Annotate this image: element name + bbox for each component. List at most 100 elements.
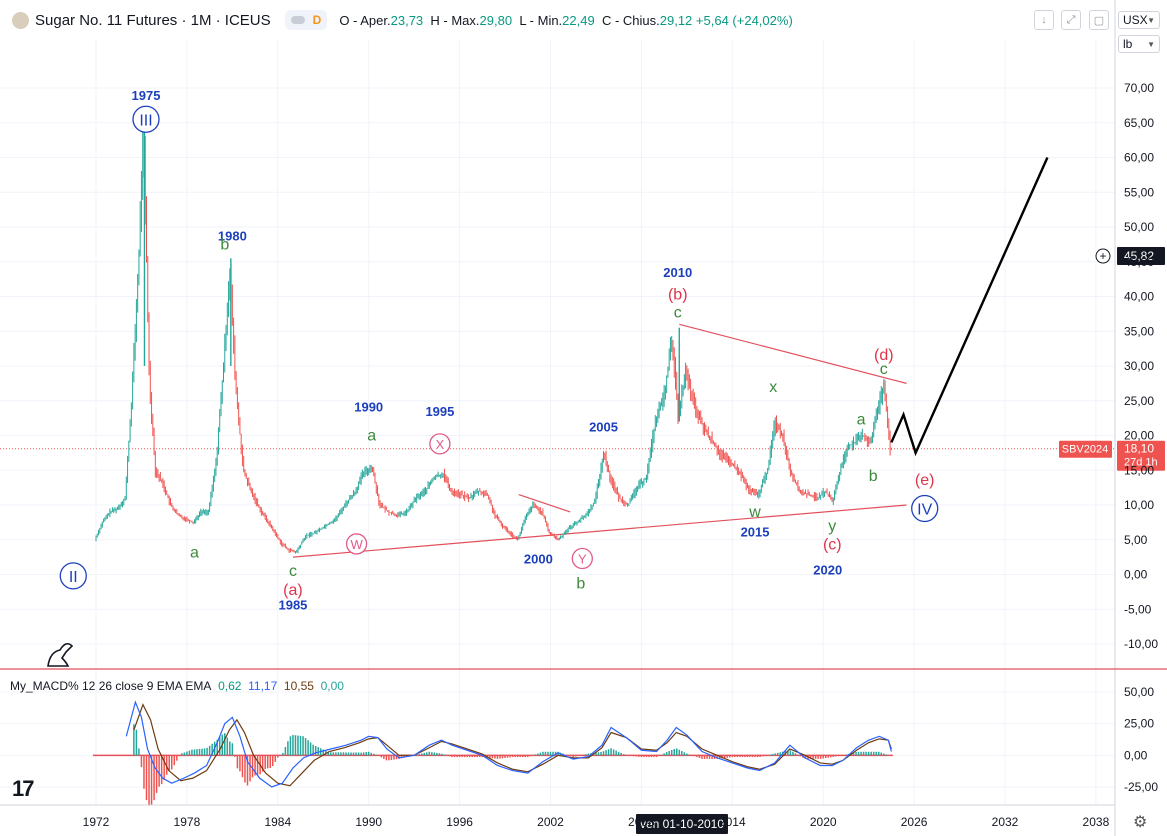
y-tick-label: 50,00 — [1124, 220, 1154, 234]
symbol-price-badge-text: SBV2024 — [1062, 444, 1108, 456]
add-alert-icon[interactable] — [1095, 248, 1111, 264]
year-label[interactable]: 2010 — [663, 265, 692, 280]
wave-label[interactable]: Y — [578, 552, 587, 567]
symbol-logo-icon — [12, 11, 29, 29]
chart-header: Sugar No. 11 Futures · 1M · ICEUS D O - … — [0, 0, 1115, 40]
macd-tick-label: 50,00 — [1124, 685, 1154, 699]
macd-line[interactable] — [125, 700, 892, 788]
macd-tick-label: 0,00 — [1124, 748, 1148, 762]
trendline[interactable] — [292, 504, 907, 558]
projection-path[interactable] — [890, 157, 1049, 457]
wave-label[interactable]: b — [576, 576, 585, 593]
y-tick-label: 45,00 — [1124, 255, 1154, 269]
y-tick-label: 10,00 — [1124, 498, 1154, 512]
wave-label[interactable]: (b) — [668, 286, 688, 303]
open-label: O - Aper. — [339, 12, 391, 28]
symbol-price-badge — [1059, 440, 1112, 458]
countdown-text: 27d 1h — [1124, 457, 1158, 469]
wave-label[interactable]: a — [857, 412, 866, 429]
gear-icon[interactable]: ⚙ — [1133, 814, 1148, 831]
close-value: 29,12 — [659, 12, 693, 28]
data-source-pill[interactable]: D — [284, 10, 328, 30]
wave-label[interactable]: a — [190, 544, 199, 561]
wave-label[interactable]: (c) — [823, 537, 842, 554]
year-label[interactable]: 1975 — [132, 88, 161, 103]
year-label[interactable]: 1995 — [425, 404, 454, 419]
wave-label[interactable]: a — [367, 428, 376, 445]
y-tick-label: 40,00 — [1124, 290, 1154, 304]
y-tick-label: 35,00 — [1124, 324, 1154, 338]
x-tick-label: 1990 — [355, 815, 382, 829]
macd-legend[interactable]: My_MACD% 12 26 close 9 EMA EMA 0,62 11,1… — [10, 679, 344, 693]
wave-label[interactable]: b — [220, 236, 229, 253]
x-tick-label: 2026 — [901, 815, 928, 829]
x-tick-label: 2032 — [992, 815, 1019, 829]
open-value: 23,73 — [390, 12, 424, 28]
last-price-badge — [1117, 440, 1165, 471]
year-label[interactable]: 1980 — [218, 228, 247, 243]
wave-label[interactable]: III — [139, 112, 152, 129]
signal-line[interactable] — [133, 703, 892, 787]
currency-select[interactable]: USX ▼ — [1118, 11, 1160, 29]
year-label[interactable]: 2015 — [741, 524, 770, 539]
wave-label[interactable]: (e) — [915, 472, 935, 489]
dinosaur-icon[interactable] — [47, 642, 74, 667]
toggle-icon — [290, 16, 305, 24]
macd-value-2: 11,17 — [248, 679, 278, 693]
macd-name: My_MACD% 12 26 close 9 EMA EMA — [10, 679, 212, 693]
wave-label[interactable]: y — [828, 518, 836, 535]
x-tick-label: 1984 — [264, 815, 291, 829]
macd-value-1: 0,62 — [218, 679, 242, 693]
y-tick-label: 30,00 — [1124, 359, 1154, 373]
year-label[interactable]: 2020 — [813, 563, 842, 578]
wave-label[interactable]: W — [350, 537, 363, 552]
wave-label[interactable]: b — [869, 468, 878, 485]
unit-select[interactable]: lb ▼ — [1118, 35, 1160, 53]
tradingview-logo-icon[interactable]: 17 — [12, 776, 35, 801]
wave-label[interactable]: c — [880, 361, 888, 378]
wave-label[interactable]: w — [748, 504, 761, 521]
trendline[interactable] — [679, 323, 907, 384]
crosshair-price-text: 45,82 — [1124, 249, 1154, 263]
x-tick-label: 2020 — [810, 815, 837, 829]
arrow-down-icon[interactable]: ↓ — [1034, 10, 1054, 30]
x-tick-label: 2008 — [628, 815, 655, 829]
add-alert-plus: + — [1099, 249, 1106, 263]
last-price-text: 18,10 — [1124, 442, 1154, 456]
wave-label[interactable]: c — [289, 563, 297, 580]
year-label[interactable]: 2000 — [524, 552, 553, 567]
wave-label[interactable]: c — [674, 304, 682, 321]
wave-label[interactable]: II — [69, 569, 78, 586]
y-tick-label: 60,00 — [1124, 151, 1154, 165]
macd-value-3: 10,55 — [283, 679, 314, 693]
x-tick-label: 1996 — [446, 815, 473, 829]
wave-label[interactable]: IV — [917, 501, 932, 518]
x-tick-label: 2014 — [719, 815, 746, 829]
maximize-icon[interactable]: ⤢ — [1061, 10, 1081, 30]
wave-label[interactable]: X — [436, 437, 445, 452]
restore-icon[interactable]: ▢ — [1089, 10, 1109, 30]
wave-label[interactable]: (a) — [283, 582, 303, 599]
wave-label[interactable]: x — [769, 379, 777, 396]
chevron-down-icon: ▼ — [1147, 15, 1155, 25]
crosshair-date-badge — [636, 814, 728, 834]
delayed-badge: D — [312, 13, 322, 27]
y-tick-label: 25,00 — [1124, 394, 1154, 408]
low-label: L - Min. — [519, 12, 563, 28]
y-tick-label: 0,00 — [1124, 568, 1148, 582]
y-tick-label: 65,00 — [1124, 116, 1154, 130]
year-label[interactable]: 1990 — [354, 399, 383, 414]
low-value: 22,49 — [562, 12, 595, 28]
wave-label[interactable]: (d) — [874, 347, 894, 364]
symbol-title[interactable]: Sugar No. 11 Futures · 1M · ICEUS — [35, 11, 271, 29]
y-tick-label: -5,00 — [1124, 602, 1152, 616]
x-tick-label: 2038 — [1083, 815, 1110, 829]
year-label[interactable]: 1985 — [278, 597, 307, 612]
year-label[interactable]: 2005 — [589, 419, 618, 434]
macd-tick-label: 25,00 — [1124, 717, 1154, 731]
x-tick-label: 1978 — [174, 815, 201, 829]
y-tick-label: -10,00 — [1124, 637, 1158, 651]
trendline[interactable] — [518, 494, 571, 513]
wave-circle-marker — [911, 494, 939, 523]
